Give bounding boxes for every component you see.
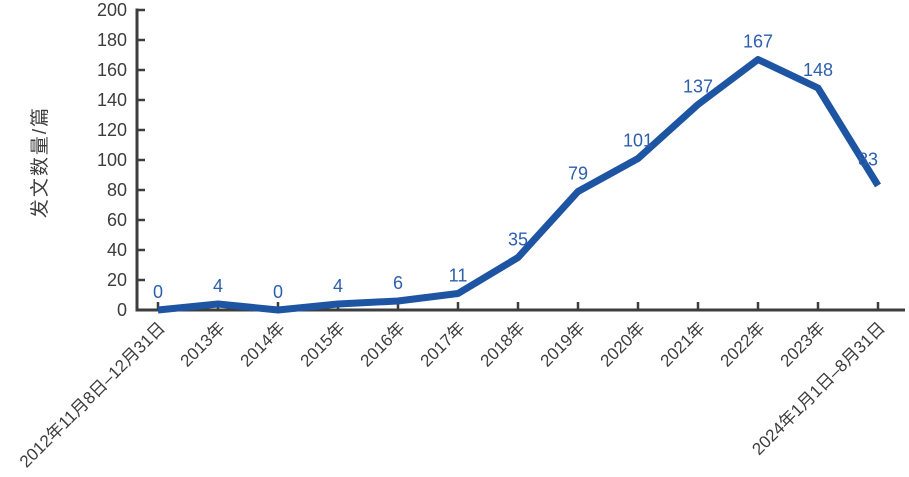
data-point-label: 4 (213, 276, 223, 296)
y-tick-label: 140 (97, 90, 127, 110)
data-point-label: 6 (393, 273, 403, 293)
y-tick-label: 20 (107, 270, 127, 290)
data-point-label: 0 (273, 282, 283, 302)
y-tick-label: 80 (107, 180, 127, 200)
x-category-label: 2021年 (657, 318, 709, 370)
x-category-label: 2014年 (237, 318, 289, 370)
x-category-label: 2020年 (597, 318, 649, 370)
x-category-label: 2016年 (357, 318, 409, 370)
data-point-label: 167 (743, 32, 773, 52)
data-point-label: 79 (568, 164, 588, 184)
data-point-label: 148 (803, 60, 833, 80)
x-category-label: 2023年 (777, 318, 829, 370)
data-point-label: 137 (683, 77, 713, 97)
y-tick-label: 40 (107, 240, 127, 260)
trend-line (157, 56, 881, 314)
y-tick-label: 60 (107, 210, 127, 230)
data-point-label: 35 (508, 230, 528, 250)
data-point-label: 83 (858, 150, 878, 170)
y-tick-label: 120 (97, 120, 127, 140)
y-tick-label: 100 (97, 150, 127, 170)
x-category-label: 2022年 (717, 318, 769, 370)
y-axis-title: 发文数量/篇 (29, 106, 51, 218)
data-point-label: 101 (623, 131, 653, 151)
y-tick-label: 200 (97, 0, 127, 20)
x-category-label: 2017年 (417, 318, 469, 370)
x-category-label: 2012年11月8日–12月31日 (16, 318, 169, 471)
x-category-label: 2018年 (477, 318, 529, 370)
data-point-label: 11 (449, 266, 468, 286)
data-point-label: 4 (333, 276, 343, 296)
x-category-label: 2019年 (537, 318, 589, 370)
x-category-label: 2015年 (297, 318, 349, 370)
y-tick-label: 180 (97, 30, 127, 50)
y-tick-label: 0 (117, 300, 127, 320)
data-point-label: 0 (153, 282, 163, 302)
y-tick-label: 160 (97, 60, 127, 80)
x-category-label: 2013年 (177, 318, 229, 370)
